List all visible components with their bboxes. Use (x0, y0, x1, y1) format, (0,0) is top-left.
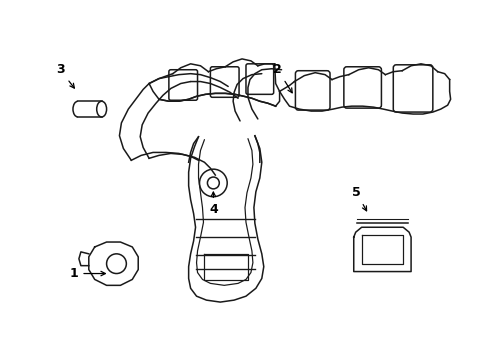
Text: 3: 3 (56, 63, 74, 88)
Text: 4: 4 (208, 192, 217, 216)
Text: 2: 2 (273, 63, 292, 93)
Text: 5: 5 (352, 186, 366, 211)
Text: 1: 1 (69, 267, 105, 280)
